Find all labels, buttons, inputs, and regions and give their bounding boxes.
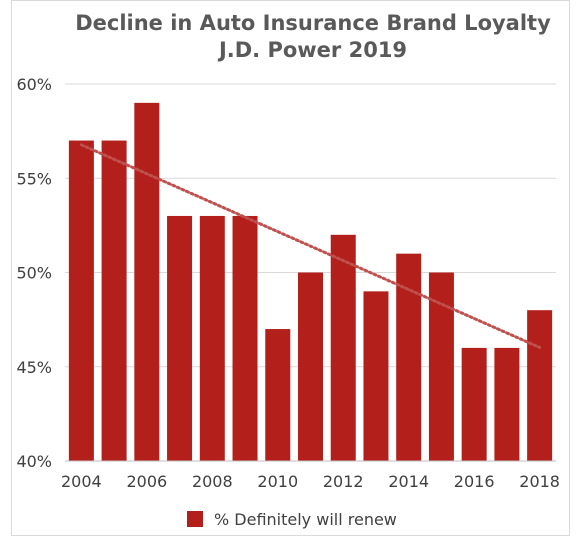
y-tick-label: 60% [16,75,52,94]
bar [68,140,94,462]
bar [199,215,225,461]
bar [494,347,520,461]
x-tick-label: 2008 [192,472,233,491]
y-tick-label: 40% [16,452,52,471]
bar [298,272,323,461]
x-tick-label: 2014 [388,472,429,491]
x-tick-label: 2018 [519,472,560,491]
bar [330,234,356,461]
chart-title-line-1: Decline in Auto Insurance Brand Loyalty [75,11,551,35]
chart-title-line-2: J.D. Power 2019 [217,38,407,62]
y-tick-label: 45% [16,358,52,377]
legend-swatch [187,511,203,527]
bar [461,347,487,461]
x-tick-label: 2004 [61,472,102,491]
x-tick-label: 2006 [126,472,167,491]
bar [232,215,258,461]
legend-label: % Definitely will renew [214,510,397,529]
bars [68,102,553,462]
y-tick-label: 55% [16,169,52,188]
trendline [79,143,542,349]
legend: % Definitely will renew [187,510,397,529]
y-axis-tick-labels: 40% 45% 50% 55% 60% [16,75,52,471]
x-axis-tick-labels: 2004 2006 2008 2010 2012 2014 2016 2018 [61,472,560,491]
chart-title: Decline in Auto Insurance Brand Loyalty … [75,11,551,62]
x-tick-label: 2010 [257,472,298,491]
bar [101,140,127,462]
bar [134,102,160,461]
bar [527,310,553,461]
y-tick-label: 50% [16,264,52,283]
bar [265,329,291,461]
bar [363,291,389,461]
x-tick-label: 2012 [323,472,364,491]
bar [167,215,193,461]
x-tick-label: 2016 [454,472,495,491]
